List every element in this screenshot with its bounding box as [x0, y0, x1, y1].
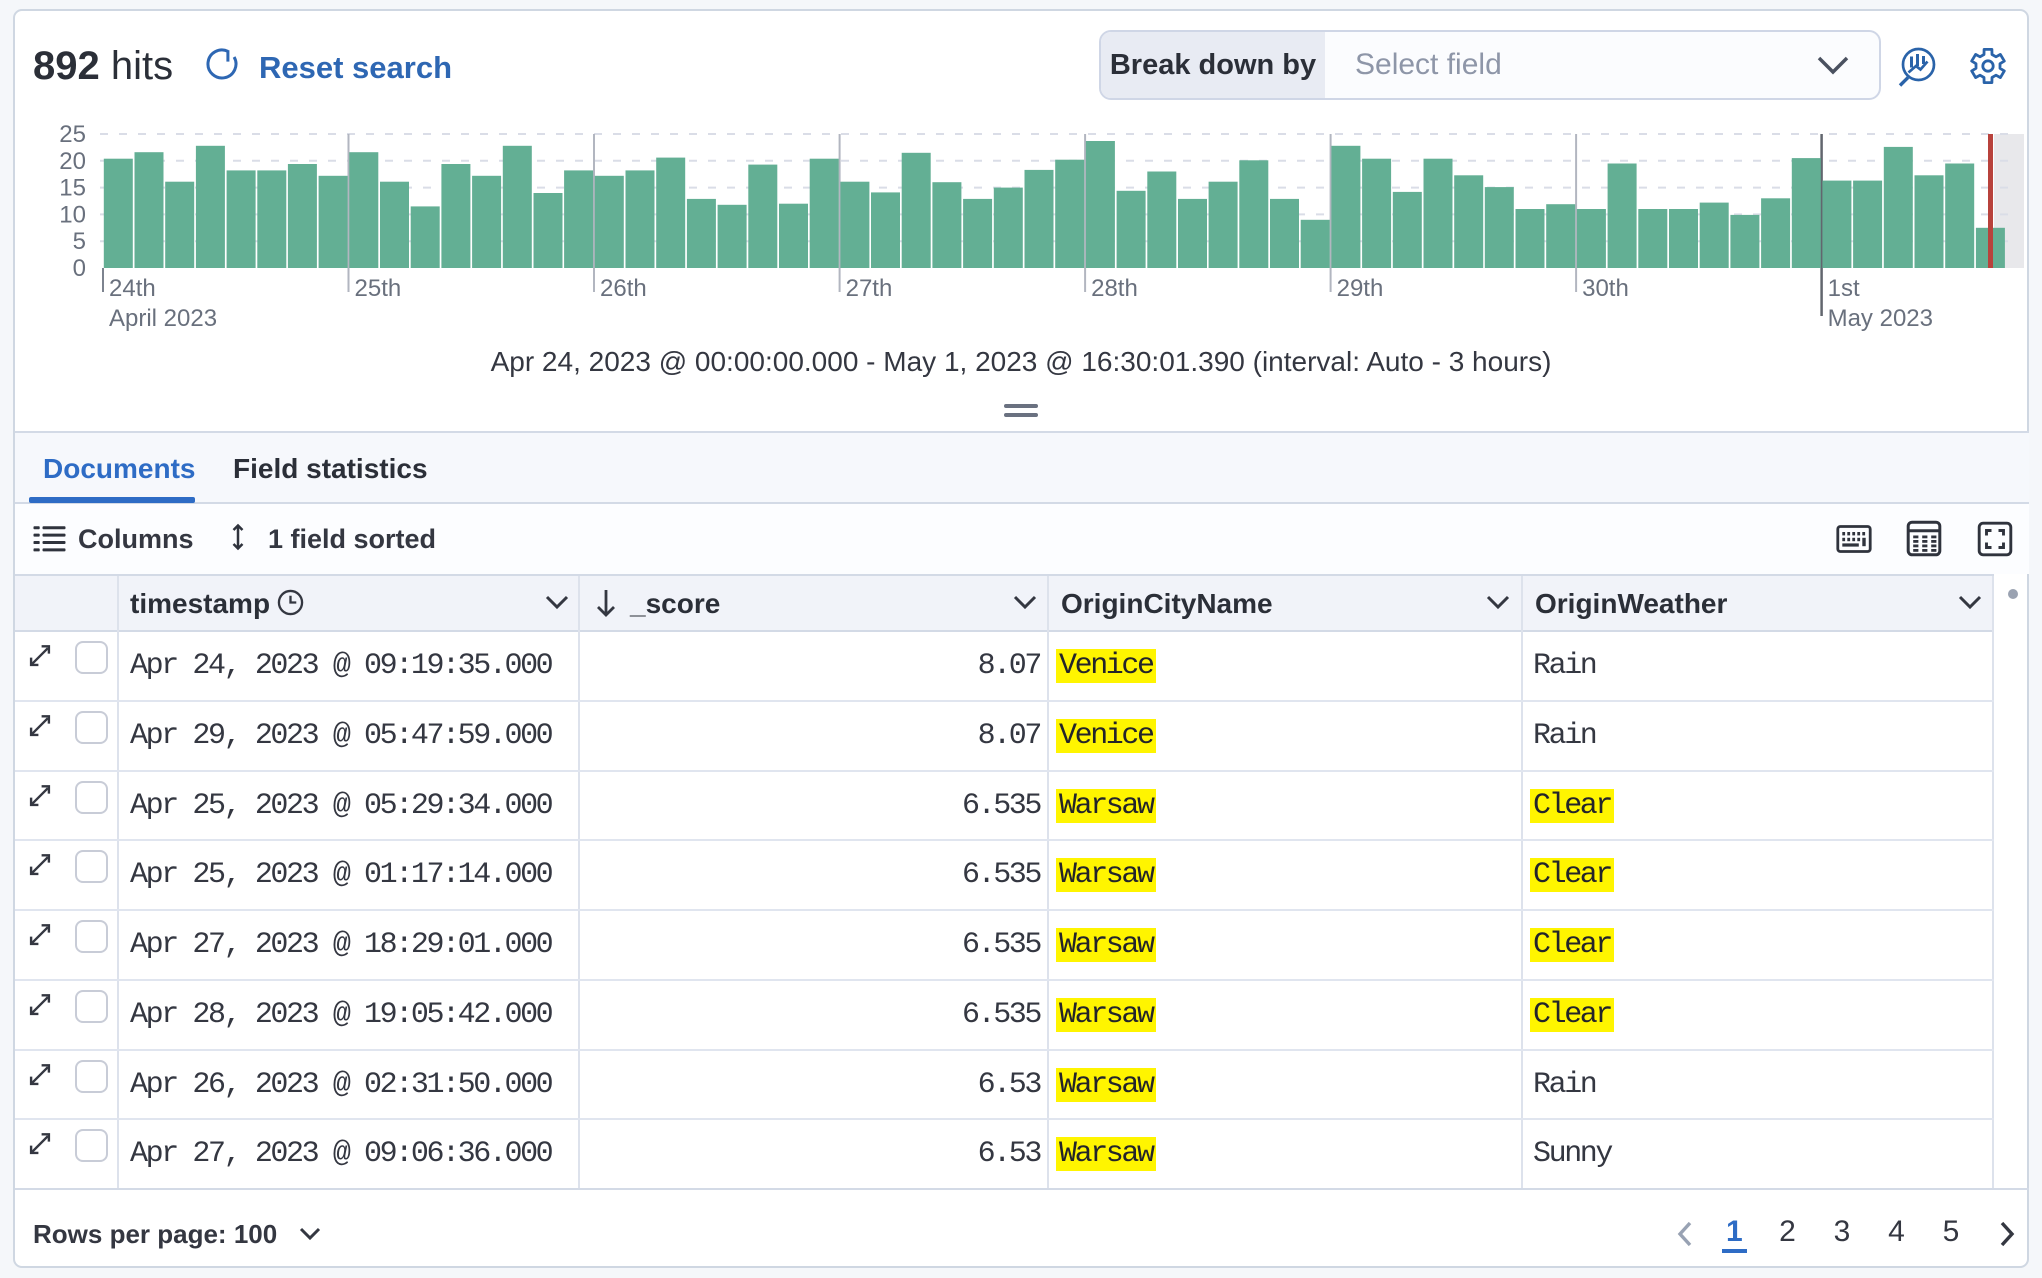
svg-text:20: 20: [59, 148, 86, 175]
svg-text:5: 5: [73, 228, 86, 255]
svg-text:27th: 27th: [846, 275, 893, 302]
svg-text:29th: 29th: [1337, 275, 1384, 302]
svg-text:0: 0: [73, 255, 86, 282]
svg-text:1st: 1st: [1828, 275, 1860, 302]
svg-text:April 2023: April 2023: [109, 305, 217, 332]
svg-text:30th: 30th: [1582, 275, 1629, 302]
svg-text:25: 25: [59, 121, 86, 148]
svg-text:24th: 24th: [109, 275, 156, 302]
svg-text:May 2023: May 2023: [1828, 305, 1933, 332]
svg-text:28th: 28th: [1091, 275, 1138, 302]
svg-text:15: 15: [59, 175, 86, 202]
svg-text:26th: 26th: [600, 275, 647, 302]
svg-text:25th: 25th: [355, 275, 402, 302]
svg-text:10: 10: [59, 201, 86, 228]
